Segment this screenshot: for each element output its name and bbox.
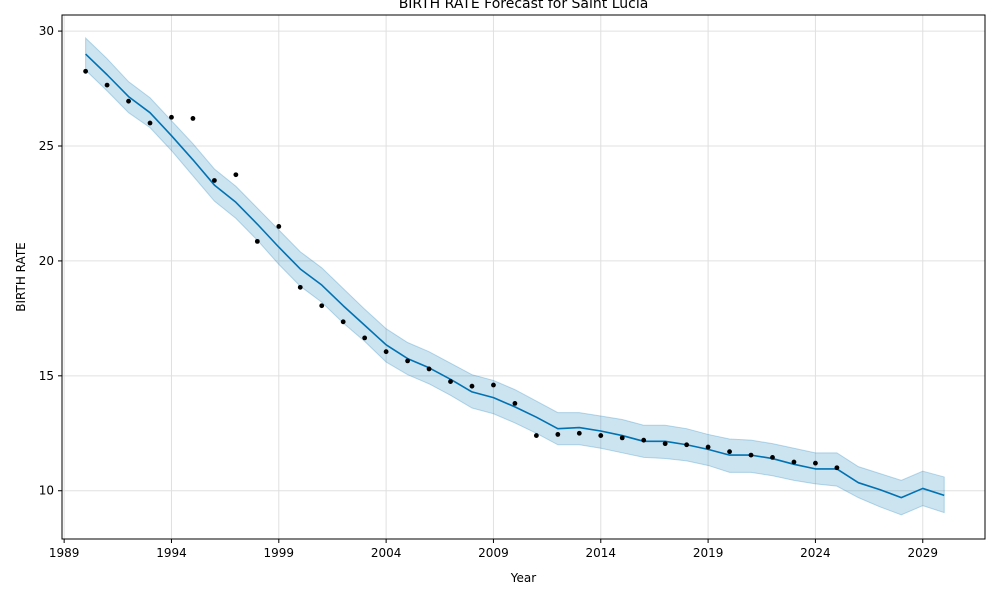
observed-point <box>190 116 196 121</box>
observed-point <box>662 441 668 447</box>
x-tick-label: 1994 <box>156 546 187 560</box>
observed-point <box>254 238 260 244</box>
x-tick-label: 2029 <box>907 546 938 560</box>
observed-point <box>727 449 732 455</box>
observed-point <box>770 455 775 460</box>
observed-point <box>212 178 217 183</box>
observed-point <box>126 98 131 104</box>
observed-point <box>684 442 690 448</box>
forecast-line-group <box>85 53 945 499</box>
observed-point <box>83 68 89 74</box>
observed-point <box>147 120 153 126</box>
observed-point <box>383 349 389 355</box>
observed-point <box>233 172 239 178</box>
x-tick-label: 2004 <box>371 546 402 560</box>
y-tick-label: 10 <box>39 484 54 498</box>
observed-point <box>598 433 604 438</box>
observed-point <box>469 383 475 389</box>
y-tick-label: 30 <box>39 24 54 38</box>
y-tick-label: 25 <box>39 139 54 153</box>
x-axis-ticks: 1989 1994 1999 2004 2009 2014 2019 2024 2029 <box>49 539 938 560</box>
chart-title: BIRTH RATE Forecast for Saint Lucia <box>399 0 649 12</box>
observed-point <box>512 401 518 406</box>
observed-point <box>533 433 539 438</box>
observed-point <box>169 114 174 120</box>
x-tick-label: 2019 <box>693 546 724 560</box>
y-axis-label: BIRTH RATE <box>14 242 28 311</box>
x-tick-label: 2009 <box>478 546 509 560</box>
observed-point <box>619 435 625 441</box>
uncertainty-band-group <box>85 36 945 516</box>
observed-point <box>297 284 303 290</box>
observed-point <box>448 379 453 384</box>
observed-point <box>576 430 582 436</box>
observed-point <box>813 460 818 466</box>
observed-point <box>491 382 496 388</box>
plot-area-frame <box>61 14 986 540</box>
observed-point <box>834 465 840 471</box>
observed-point <box>641 437 647 443</box>
observed-point <box>426 366 432 372</box>
y-axis-ticks: 10 15 20 25 30 <box>39 24 62 498</box>
observed-points-group <box>83 68 840 471</box>
x-tick-label: 1989 <box>49 546 80 560</box>
x-tick-label: 2024 <box>800 546 831 560</box>
observed-point <box>340 319 346 325</box>
observed-point <box>791 459 797 465</box>
observed-point <box>319 303 325 309</box>
observed-point <box>555 432 561 437</box>
observed-point <box>705 444 711 450</box>
observed-point <box>276 224 282 229</box>
y-tick-label: 15 <box>39 369 54 383</box>
observed-point <box>748 452 754 458</box>
x-tick-label: 2014 <box>586 546 617 560</box>
gridlines <box>62 15 985 539</box>
forecast-line <box>85 53 945 499</box>
uncertainty-band <box>85 36 945 516</box>
observed-point <box>104 82 110 88</box>
x-axis-label: Year <box>510 571 536 585</box>
x-tick-label: 1999 <box>264 546 295 560</box>
observed-point <box>405 358 410 364</box>
y-tick-label: 20 <box>39 254 54 268</box>
observed-point <box>362 335 368 341</box>
